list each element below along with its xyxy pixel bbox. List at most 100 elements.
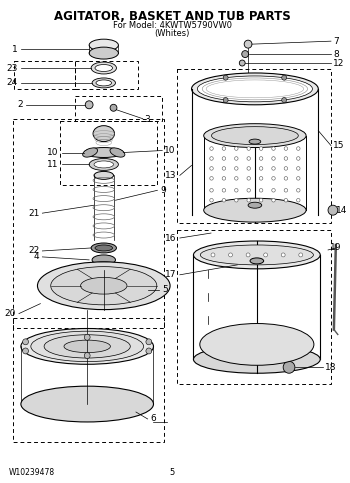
Text: 4: 4	[34, 253, 40, 261]
Text: 3: 3	[145, 115, 150, 124]
Circle shape	[222, 167, 226, 170]
Circle shape	[247, 199, 251, 202]
Ellipse shape	[89, 262, 118, 270]
Circle shape	[328, 205, 338, 215]
Circle shape	[296, 199, 300, 202]
Circle shape	[264, 253, 268, 257]
Circle shape	[247, 147, 251, 150]
Circle shape	[210, 167, 213, 170]
Circle shape	[284, 188, 288, 192]
Bar	[75, 96, 162, 121]
Ellipse shape	[194, 345, 320, 373]
Text: (Whites): (Whites)	[154, 29, 190, 38]
Circle shape	[259, 177, 263, 180]
Circle shape	[259, 167, 263, 170]
Ellipse shape	[83, 148, 98, 157]
Bar	[75, 61, 138, 89]
Text: 2: 2	[17, 100, 23, 109]
Text: 1: 1	[12, 44, 18, 54]
Circle shape	[299, 253, 303, 257]
Text: 15: 15	[333, 141, 344, 150]
Text: 24: 24	[7, 78, 18, 87]
Ellipse shape	[91, 62, 117, 74]
Ellipse shape	[200, 324, 314, 365]
Bar	[177, 69, 331, 223]
Circle shape	[244, 40, 252, 48]
Circle shape	[223, 98, 228, 102]
Ellipse shape	[206, 80, 304, 98]
Circle shape	[281, 253, 285, 257]
Bar	[14, 61, 75, 89]
Ellipse shape	[95, 245, 113, 251]
Ellipse shape	[197, 76, 313, 102]
Text: 16: 16	[166, 233, 177, 242]
Text: 17: 17	[166, 270, 177, 279]
Ellipse shape	[200, 245, 313, 265]
Circle shape	[284, 199, 288, 202]
Text: 10: 10	[47, 148, 59, 157]
Ellipse shape	[95, 65, 113, 71]
Circle shape	[234, 177, 238, 180]
Circle shape	[146, 339, 152, 345]
Ellipse shape	[93, 126, 114, 142]
Circle shape	[272, 147, 275, 150]
Text: 13: 13	[166, 171, 177, 180]
Circle shape	[296, 147, 300, 150]
Circle shape	[223, 75, 228, 80]
Text: 21: 21	[28, 209, 40, 218]
Ellipse shape	[44, 335, 130, 358]
Text: 18: 18	[325, 363, 337, 372]
Text: 12: 12	[333, 58, 344, 68]
Circle shape	[272, 188, 275, 192]
Text: 9: 9	[160, 186, 166, 195]
Circle shape	[247, 188, 251, 192]
Circle shape	[284, 177, 288, 180]
Ellipse shape	[94, 171, 113, 179]
Ellipse shape	[89, 158, 118, 170]
Ellipse shape	[21, 328, 154, 364]
Circle shape	[84, 353, 90, 358]
Ellipse shape	[204, 198, 306, 222]
Circle shape	[284, 167, 288, 170]
Ellipse shape	[92, 78, 116, 88]
Circle shape	[146, 348, 152, 354]
Circle shape	[282, 75, 287, 80]
Circle shape	[259, 156, 263, 160]
Bar	[13, 119, 164, 327]
Circle shape	[283, 361, 295, 373]
Text: 23: 23	[7, 63, 18, 72]
Bar	[60, 121, 158, 185]
Circle shape	[246, 253, 250, 257]
Ellipse shape	[110, 148, 125, 157]
Text: 7: 7	[333, 37, 339, 46]
Ellipse shape	[248, 202, 262, 208]
Circle shape	[222, 199, 226, 202]
Circle shape	[259, 188, 263, 192]
Circle shape	[210, 156, 213, 160]
Text: 6: 6	[150, 414, 156, 424]
Ellipse shape	[51, 267, 157, 305]
Text: 10: 10	[164, 146, 176, 155]
Circle shape	[272, 167, 275, 170]
Text: 19: 19	[330, 243, 342, 253]
Text: 8: 8	[333, 50, 339, 58]
Ellipse shape	[89, 39, 118, 51]
Circle shape	[242, 51, 248, 57]
Ellipse shape	[249, 139, 261, 144]
Circle shape	[272, 199, 275, 202]
Ellipse shape	[89, 47, 118, 59]
Ellipse shape	[94, 161, 113, 168]
Text: 22: 22	[28, 246, 40, 256]
Text: 20: 20	[5, 309, 16, 318]
Circle shape	[284, 156, 288, 160]
Ellipse shape	[37, 262, 170, 310]
Ellipse shape	[31, 331, 144, 362]
Circle shape	[272, 177, 275, 180]
Circle shape	[234, 156, 238, 160]
Text: 5: 5	[169, 468, 175, 477]
Text: 14: 14	[336, 206, 347, 214]
Circle shape	[85, 101, 93, 109]
Circle shape	[222, 147, 226, 150]
Circle shape	[110, 104, 117, 111]
Text: For Model: 4KWTW5790VW0: For Model: 4KWTW5790VW0	[113, 21, 232, 30]
